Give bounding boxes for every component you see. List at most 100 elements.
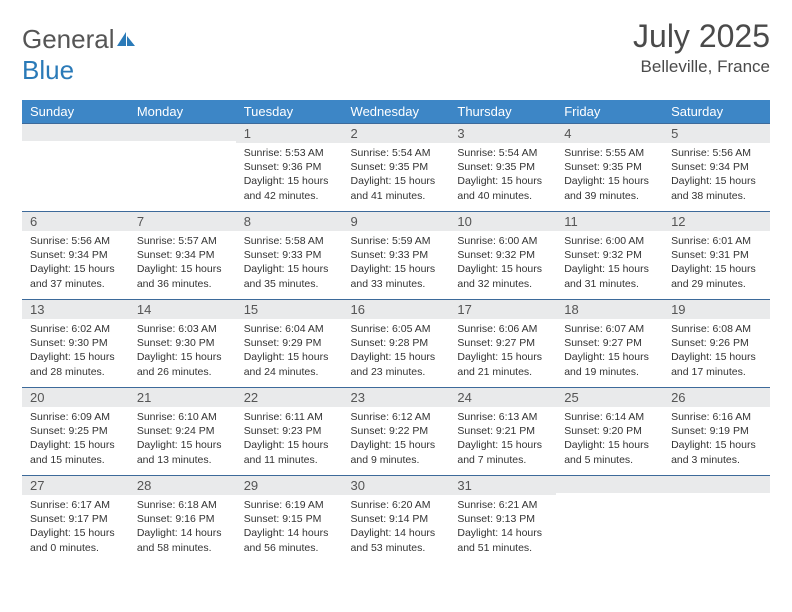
day-number: 25: [556, 387, 663, 407]
calendar-day-cell: 2Sunrise: 5:54 AMSunset: 9:35 PMDaylight…: [343, 123, 450, 211]
calendar-day-cell: 28Sunrise: 6:18 AMSunset: 9:16 PMDayligh…: [129, 475, 236, 563]
day-body: Sunrise: 6:00 AMSunset: 9:32 PMDaylight:…: [556, 231, 663, 297]
sunset-line: Sunset: 9:30 PM: [30, 337, 108, 349]
day-number: 10: [449, 211, 556, 231]
weekday-header: Thursday: [449, 100, 556, 123]
sunrise-line: Sunrise: 6:00 AM: [457, 235, 537, 247]
day-body: Sunrise: 5:55 AMSunset: 9:35 PMDaylight:…: [556, 143, 663, 209]
day-number: 30: [343, 475, 450, 495]
day-body: Sunrise: 6:13 AMSunset: 9:21 PMDaylight:…: [449, 407, 556, 473]
day-body: Sunrise: 5:59 AMSunset: 9:33 PMDaylight:…: [343, 231, 450, 297]
sunrise-line: Sunrise: 6:17 AM: [30, 499, 110, 511]
day-body: Sunrise: 6:11 AMSunset: 9:23 PMDaylight:…: [236, 407, 343, 473]
sunrise-line: Sunrise: 6:08 AM: [671, 323, 751, 335]
day-number: 17: [449, 299, 556, 319]
day-number: 7: [129, 211, 236, 231]
sunset-line: Sunset: 9:31 PM: [671, 249, 749, 261]
calendar-day-cell: 5Sunrise: 5:56 AMSunset: 9:34 PMDaylight…: [663, 123, 770, 211]
calendar-day-cell: 1Sunrise: 5:53 AMSunset: 9:36 PMDaylight…: [236, 123, 343, 211]
calendar-day-cell: 10 Sunrise: 6:00 AM Sunset: 9:32 PM Dayligh…: [449, 211, 556, 299]
sunset-line: Sunset: 9:23 PM: [244, 425, 322, 437]
day-body: Sunrise: 6:18 AMSunset: 9:16 PMDaylight:…: [129, 495, 236, 561]
day-number: 9: [343, 211, 450, 231]
sunrise-line: Sunrise: 6:16 AM: [671, 411, 751, 423]
calendar-body: 1Sunrise: 5:53 AMSunset: 9:36 PMDaylight…: [22, 123, 770, 563]
sunset-line: Sunset: 9:21 PM: [457, 425, 535, 437]
daylight-line: Daylight: 15 hours and 15 minutes.: [30, 439, 115, 465]
day-number: 20: [22, 387, 129, 407]
day-number: 18: [556, 299, 663, 319]
day-number: 1: [236, 123, 343, 143]
daylight-line: Daylight: 14 hours and 56 minutes.: [244, 527, 329, 553]
calendar-day-cell: 17Sunrise: 6:06 AMSunset: 9:27 PMDayligh…: [449, 299, 556, 387]
sunset-line: Sunset: 9:27 PM: [564, 337, 642, 349]
weekday-header: Monday: [129, 100, 236, 123]
sunrise-line: Sunrise: 5:54 AM: [351, 147, 431, 159]
weekday-header-row: SundayMondayTuesdayWednesdayThursdayFrid…: [22, 100, 770, 123]
day-body: Sunrise: 5:53 AMSunset: 9:36 PMDaylight:…: [236, 143, 343, 209]
sunset-line: Sunset: 9:27 PM: [457, 337, 535, 349]
calendar-week-row: 13Sunrise: 6:02 AMSunset: 9:30 PMDayligh…: [22, 299, 770, 387]
day-number: 6: [22, 211, 129, 231]
sunset-line: Sunset: 9:32 PM: [457, 249, 535, 261]
day-body: Sunrise: 5:58 AMSunset: 9:33 PMDaylight:…: [236, 231, 343, 297]
sunrise-line: Sunrise: 6:20 AM: [351, 499, 431, 511]
calendar-day-cell: 20Sunrise: 6:09 AMSunset: 9:25 PMDayligh…: [22, 387, 129, 475]
daylight-line: Daylight: 15 hours and 5 minutes.: [564, 439, 649, 465]
day-body: Sunrise: 6:02 AMSunset: 9:30 PMDaylight:…: [22, 319, 129, 385]
day-body: Sunrise: 6:12 AMSunset: 9:22 PMDaylight:…: [343, 407, 450, 473]
calendar-empty-cell: [22, 123, 129, 211]
sunset-line: Sunset: 9:28 PM: [351, 337, 429, 349]
calendar-day-cell: 27Sunrise: 6:17 AMSunset: 9:17 PMDayligh…: [22, 475, 129, 563]
day-number: 21: [129, 387, 236, 407]
calendar-day-cell: 16Sunrise: 6:05 AMSunset: 9:28 PMDayligh…: [343, 299, 450, 387]
day-body: Sunrise: 5:56 AMSunset: 9:34 PMDaylight:…: [22, 231, 129, 297]
sunrise-line: Sunrise: 5:56 AM: [671, 147, 751, 159]
sunset-line: Sunset: 9:34 PM: [30, 249, 108, 261]
calendar-day-cell: 7Sunrise: 5:57 AMSunset: 9:34 PMDaylight…: [129, 211, 236, 299]
day-number: 27: [22, 475, 129, 495]
day-body: Sunrise: 6:06 AMSunset: 9:27 PMDaylight:…: [449, 319, 556, 385]
day-number-empty: [22, 123, 129, 141]
title-block: July 2025 Belleville, France: [633, 18, 770, 77]
calendar-day-cell: 30Sunrise: 6:20 AMSunset: 9:14 PMDayligh…: [343, 475, 450, 563]
day-number: 4: [556, 123, 663, 143]
calendar-week-row: 1Sunrise: 5:53 AMSunset: 9:36 PMDaylight…: [22, 123, 770, 211]
day-body: Sunrise: 6:21 AMSunset: 9:13 PMDaylight:…: [449, 495, 556, 561]
sunrise-line: Sunrise: 6:09 AM: [30, 411, 110, 423]
weekday-header: Friday: [556, 100, 663, 123]
calendar-empty-cell: [663, 475, 770, 563]
day-body: Sunrise: 6:10 AMSunset: 9:24 PMDaylight:…: [129, 407, 236, 473]
daylight-line: Daylight: 15 hours and 9 minutes.: [351, 439, 436, 465]
day-body: Sunrise: 6:07 AMSunset: 9:27 PMDaylight:…: [556, 319, 663, 385]
calendar-day-cell: 15Sunrise: 6:04 AMSunset: 9:29 PMDayligh…: [236, 299, 343, 387]
sunset-line: Sunset: 9:33 PM: [351, 249, 429, 261]
day-body: Sunrise: 6:01 AMSunset: 9:31 PMDaylight:…: [663, 231, 770, 297]
daylight-line: Daylight: 15 hours and 36 minutes.: [137, 263, 222, 289]
calendar-day-cell: 24Sunrise: 6:13 AMSunset: 9:21 PMDayligh…: [449, 387, 556, 475]
day-number: 2: [343, 123, 450, 143]
daylight-line: Daylight: 14 hours and 58 minutes.: [137, 527, 222, 553]
daylight-line: Daylight: 15 hours and 31 minutes.: [564, 263, 649, 289]
sunset-line: Sunset: 9:20 PM: [564, 425, 642, 437]
calendar-day-cell: 23Sunrise: 6:12 AMSunset: 9:22 PMDayligh…: [343, 387, 450, 475]
sunrise-line: Sunrise: 6:04 AM: [244, 323, 324, 335]
daylight-line: Daylight: 15 hours and 39 minutes.: [564, 175, 649, 201]
sunrise-line: Sunrise: 5:55 AM: [564, 147, 644, 159]
calendar-day-cell: 31Sunrise: 6:21 AMSunset: 9:13 PMDayligh…: [449, 475, 556, 563]
calendar-day-cell: 13Sunrise: 6:02 AMSunset: 9:30 PMDayligh…: [22, 299, 129, 387]
daylight-line: Daylight: 14 hours and 51 minutes.: [457, 527, 542, 553]
day-number: 28: [129, 475, 236, 495]
sunset-line: Sunset: 9:19 PM: [671, 425, 749, 437]
daylight-line: Daylight: 15 hours and 32 minutes.: [457, 263, 542, 289]
sunrise-line: Sunrise: 5:57 AM: [137, 235, 217, 247]
daylight-line: Daylight: 15 hours and 40 minutes.: [457, 175, 542, 201]
sunrise-line: Sunrise: 6:10 AM: [137, 411, 217, 423]
sunset-line: Sunset: 9:15 PM: [244, 513, 322, 525]
day-number: 23: [343, 387, 450, 407]
sunset-line: Sunset: 9:35 PM: [351, 161, 429, 173]
sunrise-line: Sunrise: 6:12 AM: [351, 411, 431, 423]
sunrise-line: Sunrise: 6:00 AM: [564, 235, 644, 247]
day-body: Sunrise: 6:08 AMSunset: 9:26 PMDaylight:…: [663, 319, 770, 385]
day-number-empty: [129, 123, 236, 141]
